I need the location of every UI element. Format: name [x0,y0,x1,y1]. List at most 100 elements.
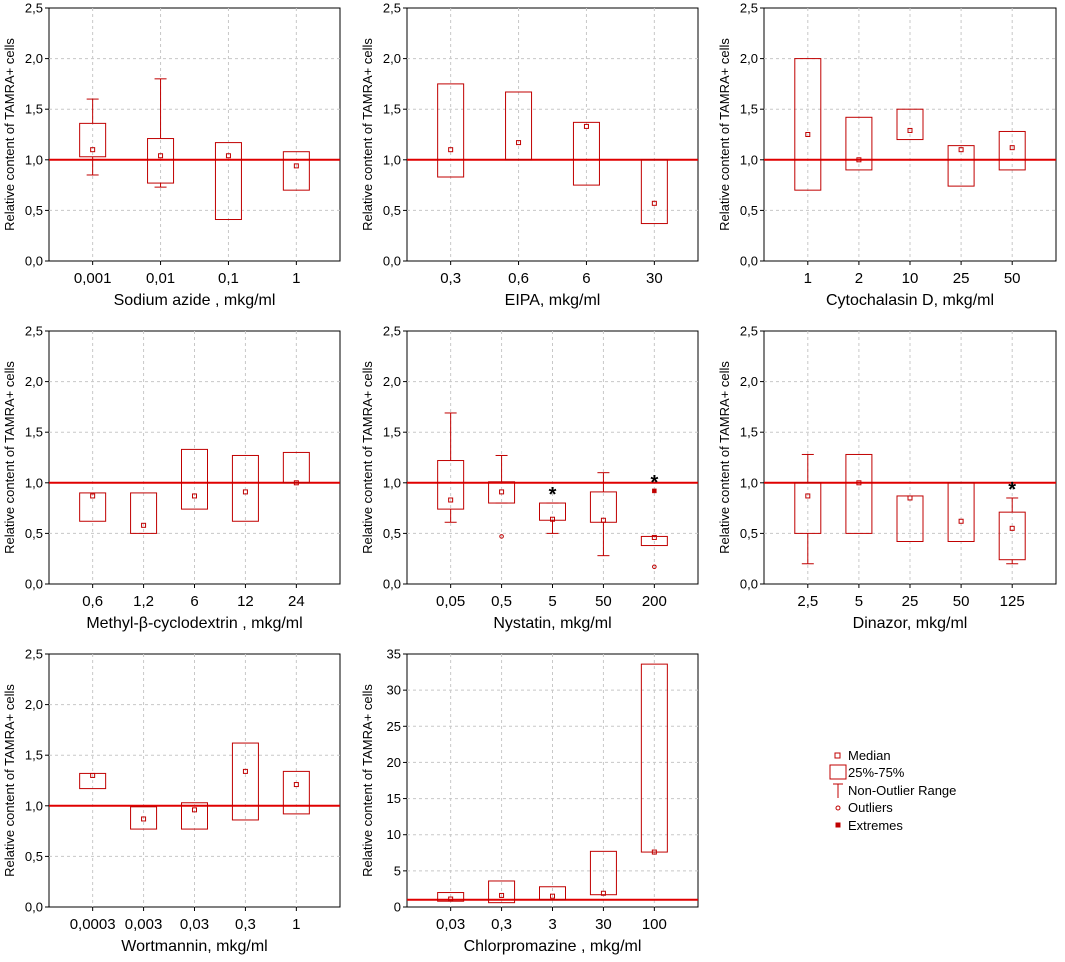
box-iqr [437,83,465,178]
median-marker [958,147,964,153]
box-iqr [589,850,617,896]
x-axis-label: Sodium azide , mkg/ml [114,292,276,309]
median-marker [651,200,657,206]
box-iqr [282,770,310,815]
y-tick-label: 25 [387,719,401,734]
y-tick-label: 1,0 [740,152,758,167]
median-marker [651,849,657,855]
box-iqr [794,482,822,534]
chart-6: 0,0 0,5 1,0 1,5 2,0 2,5 2,5 5 25 50 125 * Dinazor, m… [717,324,1057,632]
x-tick-label: 50 [595,593,612,610]
chart-7: 0,0 0,5 1,0 1,5 2,0 2,5 0,0003 0,003 0,03 0,3 1 Wor… [2,647,341,955]
box-iqr [147,138,175,184]
median-marker [192,493,197,499]
median-marker [583,123,589,129]
y-tick-label: 0,0 [383,577,401,592]
legend-whisker-label: Non-Outlier Range [848,783,956,798]
median-marker [907,495,913,501]
y-axis-label: Relative content of TAMRA+ cells [360,684,375,877]
legend-extreme-symbol [835,822,841,828]
median-marker [141,816,147,822]
median-marker [805,493,811,499]
box-iqr [845,453,873,534]
plot-frame [406,7,699,262]
median-marker [448,896,454,902]
y-tick-label: 1,5 [25,102,43,117]
y-tick-label: 0,0 [383,254,401,269]
y-tick-label: 2,0 [383,51,401,66]
y-tick-label: 2,0 [25,51,43,66]
median-marker [856,480,862,486]
y-tick-label: 2,0 [25,374,43,389]
box-iqr [231,454,259,522]
x-axis-label: Chlorpromazine , mkg/ml [464,938,642,955]
median-marker [499,489,505,495]
y-tick-label: 0,5 [383,526,401,541]
x-tick-label: 3 [548,916,556,933]
x-tick-label: 50 [953,593,970,610]
x-tick-label: 2 [855,270,863,287]
median-marker [90,772,96,778]
median-marker [225,153,231,159]
box-iqr [539,502,566,521]
x-tick-label: 0,05 [436,593,465,610]
median-marker [600,517,606,523]
x-tick-label: 0,003 [125,916,163,933]
y-tick-label: 15 [387,791,401,806]
x-axis-label: Wortmannin, mkg/ml [121,938,267,955]
x-tick-label: 0,03 [180,916,209,933]
y-tick-label: 2,0 [740,374,758,389]
box-iqr [998,130,1026,171]
x-tick-label: 6 [582,270,590,287]
y-tick-label: 30 [387,683,401,698]
box-iqr [130,806,158,830]
y-tick-label: 1,5 [383,425,401,440]
y-axis-label: Relative content of TAMRA+ cells [717,361,732,554]
y-axis-label: Relative content of TAMRA+ cells [2,684,17,877]
y-tick-label: 2,5 [740,324,758,339]
y-tick-label: 0,5 [740,203,758,218]
x-tick-label: 12 [237,593,254,610]
y-tick-label: 2,5 [25,324,43,339]
y-tick-label: 1,0 [740,475,758,490]
x-tick-label: 0,3 [491,916,512,933]
x-tick-label: 25 [953,270,970,287]
x-tick-label: 24 [288,593,305,610]
x-axis-label: Methyl-β-cyclodextrin , mkg/ml [86,615,302,632]
extreme-point [652,488,657,494]
box-iqr [947,145,975,187]
median-marker [550,516,555,522]
x-tick-label: 30 [595,916,612,933]
y-tick-label: 1,5 [740,102,758,117]
x-tick-label: 100 [642,916,667,933]
y-tick-label: 1,0 [25,152,43,167]
y-tick-label: 0,5 [25,203,43,218]
y-tick-label: 1,5 [740,425,758,440]
x-tick-label: 0,03 [436,916,465,933]
x-tick-label: 0,3 [235,916,256,933]
x-tick-label: 0,001 [74,270,112,287]
box-iqr [181,802,208,830]
y-tick-label: 0,0 [740,577,758,592]
x-tick-label: 2,5 [797,593,818,610]
y-tick-label: 0,0 [25,900,43,915]
x-tick-label: 25 [902,593,919,610]
x-tick-label: 0,0003 [70,916,116,933]
x-tick-label: 1,2 [133,593,154,610]
legend-outliers-label: Outliers [848,800,893,815]
y-tick-label: 0,0 [740,254,758,269]
median-marker [958,518,964,524]
y-tick-label: 0,0 [25,254,43,269]
median-marker [192,807,197,813]
box-iqr [539,886,566,901]
box-iqr [282,451,310,484]
median-marker [141,522,147,528]
y-tick-label: 0,5 [383,203,401,218]
x-tick-label: 0,6 [508,270,529,287]
chart-5: 0,0 0,5 1,0 1,5 2,0 2,5 0,05 0,5 5 50 200 * * Nystati… [360,324,699,632]
legend: Median 25%-75% Non-Outlier Range Outliers Ex… [829,748,956,833]
median-marker [448,497,454,503]
y-tick-label: 2,0 [383,374,401,389]
x-axis-label: EIPA, mkg/ml [505,292,601,309]
median-marker [805,132,811,137]
